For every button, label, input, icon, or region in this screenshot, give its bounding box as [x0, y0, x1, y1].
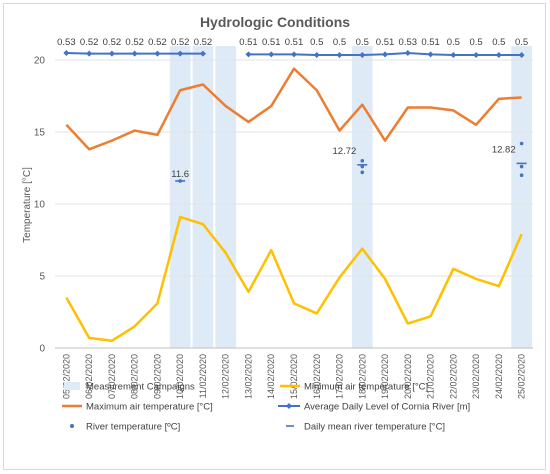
river-temperature-point [360, 164, 365, 169]
river-temperature-point [360, 159, 365, 163]
x-tick-label: 10/02/2020 [175, 354, 185, 399]
river-level-label: 0.5 [356, 37, 369, 48]
x-tick-label: 06/02/2020 [84, 354, 94, 399]
river-temperature-point [360, 170, 365, 175]
river-temperature-point [519, 141, 524, 146]
legend-campaigns-label: Measurement Campaigns [86, 382, 195, 393]
x-tick-label: 16/02/2020 [312, 354, 322, 399]
x-tick-label: 18/02/2020 [357, 354, 367, 399]
river-level-label: 0.51 [262, 37, 281, 48]
x-tick-label: 22/02/2020 [448, 354, 458, 399]
legend-river-temp-swatch [70, 424, 74, 428]
river-level-label: 0.5 [447, 37, 460, 48]
x-tick-label: 08/02/2020 [130, 354, 140, 399]
campaign-band [215, 46, 237, 348]
river-level-label: 0.51 [376, 37, 395, 48]
x-tick-label: 12/02/2020 [221, 354, 231, 399]
daily-mean-label: 11.6 [171, 169, 189, 180]
x-tick-label: 13/02/2020 [243, 354, 253, 399]
x-tick-label: 24/02/2020 [494, 354, 504, 399]
river-level-label: 0.52 [80, 37, 99, 48]
legend-daily-mean-label: Daily mean river temperature [°C] [304, 422, 445, 433]
y-tick-label: 0 [39, 344, 45, 355]
x-tick-label: 17/02/2020 [335, 354, 345, 399]
y-tick-label: 20 [34, 56, 46, 67]
river-level-label: 0.52 [125, 37, 144, 48]
legend-min-temp-label: Minimum air temperature [°C] [304, 382, 428, 393]
river-temperature-point [519, 173, 524, 177]
legend-campaigns-swatch [64, 382, 80, 390]
river-level-label: 0.53 [57, 37, 76, 48]
daily-mean-label: 12.82 [492, 144, 516, 155]
river-level-line [66, 52, 203, 55]
y-tick-label: 5 [39, 272, 45, 283]
legend-river-level-marker [286, 403, 292, 409]
x-tick-label: 11/02/2020 [198, 354, 208, 398]
y-tick-label: 10 [34, 200, 46, 211]
river-level-label: 0.5 [469, 37, 482, 48]
x-tick-label: 25/02/2020 [517, 354, 527, 399]
daily-mean-label: 12.72 [333, 146, 357, 157]
river-level-label: 0.51 [239, 37, 258, 48]
river-level-label: 0.52 [103, 37, 122, 48]
min-air-temp-line [65, 215, 523, 343]
x-tick-label: 21/02/2020 [426, 354, 436, 399]
x-tick-label: 19/02/2020 [380, 354, 390, 399]
x-tick-label: 20/02/2020 [403, 354, 413, 399]
river-level-label: 0.52 [171, 37, 190, 48]
river-temperature-point [519, 164, 524, 169]
legend-river-temp-label: River temperature [ºC] [86, 422, 180, 433]
y-axis-label: Temperature [°C] [22, 167, 33, 243]
river-level-label: 0.5 [515, 37, 528, 48]
campaign-band [169, 46, 191, 348]
chart-frame [3, 3, 546, 470]
river-level-label: 0.5 [492, 37, 505, 48]
river-level-label: 0.51 [285, 37, 304, 48]
legend-max-temp-label: Maximum air temperature [°C] [86, 402, 213, 413]
x-tick-label: 23/02/2020 [471, 354, 481, 399]
river-level-label: 0.52 [148, 37, 167, 48]
campaign-band [351, 46, 373, 348]
river-level-line [248, 51, 522, 56]
x-tick-label: 05/02/2020 [61, 354, 71, 399]
campaign-band [511, 46, 532, 348]
legend-river-level-label: Average Daily Level of Cornia River [m] [304, 402, 470, 413]
x-tick-label: 07/02/2020 [107, 354, 117, 399]
y-tick-label: 15 [34, 128, 46, 139]
x-tick-label: 09/02/2020 [152, 354, 162, 399]
river-level-label: 0.5 [333, 37, 346, 48]
x-tick-label: 14/02/2020 [266, 354, 276, 399]
river-level-label: 0.51 [421, 37, 440, 48]
river-level-label: 0.5 [310, 37, 323, 48]
chart-title: Hydrologic Conditions [200, 14, 350, 30]
river-level-label: 0.52 [194, 37, 213, 48]
campaign-band [192, 46, 214, 348]
river-level-label: 0.53 [399, 37, 418, 48]
x-tick-label: 15/02/2020 [289, 354, 299, 399]
max-air-temp-line [65, 67, 522, 151]
